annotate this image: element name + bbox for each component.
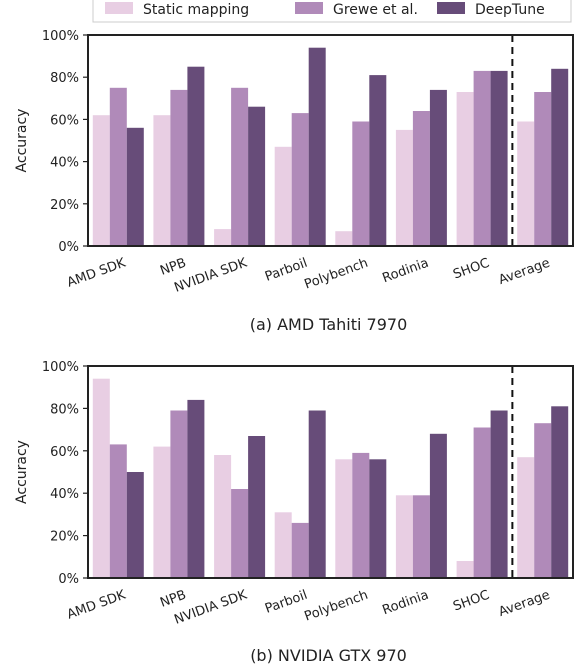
bar-polybench-s2 bbox=[369, 459, 387, 578]
bar-amd-sdk-s2 bbox=[126, 472, 144, 578]
legend: Static mapping Grewe et al. DeepTune bbox=[92, 0, 572, 23]
bar-shoc-s1 bbox=[473, 70, 491, 247]
bar-npb-s0 bbox=[153, 446, 171, 578]
bar-rodinia-s0 bbox=[395, 495, 413, 578]
x-tick-label: Rodinia bbox=[380, 588, 430, 619]
bar-npb-s1 bbox=[170, 410, 188, 578]
bar-shoc-s2 bbox=[490, 410, 508, 578]
bar-parboil-s1 bbox=[291, 113, 309, 246]
legend-label: Grewe et al. bbox=[333, 2, 418, 18]
y-axis-label: Accuracy bbox=[14, 440, 30, 504]
panel-caption: (a) AMD Tahiti 7970 bbox=[250, 315, 408, 334]
bar-rodinia-s0 bbox=[395, 129, 413, 246]
bar-npb-s1 bbox=[170, 89, 188, 247]
bar-average-s2 bbox=[551, 406, 569, 578]
y-tick-label: 40% bbox=[50, 487, 79, 502]
bar-nvidia-sdk-s0 bbox=[214, 229, 232, 246]
x-tick-label: Average bbox=[497, 256, 552, 288]
x-tick-label: SHOC bbox=[451, 588, 491, 615]
bar-rodinia-s1 bbox=[412, 495, 430, 578]
x-tick-label: SHOC bbox=[451, 256, 491, 283]
bar-average-s1 bbox=[534, 423, 552, 578]
legend-label: DeepTune bbox=[475, 2, 545, 18]
y-tick-label: 80% bbox=[50, 402, 79, 417]
y-tick-label: 80% bbox=[50, 71, 79, 86]
bar-polybench-s0 bbox=[335, 231, 353, 246]
y-tick-label: 20% bbox=[50, 198, 79, 213]
legend-label: Static mapping bbox=[143, 2, 249, 18]
x-tick-label: NPB bbox=[158, 588, 188, 611]
x-tick-label: Average bbox=[497, 588, 552, 620]
plot-frame bbox=[87, 365, 574, 579]
bar-parboil-s0 bbox=[274, 146, 292, 246]
bar-nvidia-sdk-s1 bbox=[231, 489, 249, 578]
x-tick-label: Polybench bbox=[303, 588, 371, 625]
bar-rodinia-s2 bbox=[429, 89, 447, 247]
y-tick-label: 100% bbox=[42, 360, 79, 375]
y-tick-label: 0% bbox=[58, 572, 79, 587]
bar-nvidia-sdk-s0 bbox=[214, 455, 232, 578]
bar-nvidia-sdk-s2 bbox=[248, 436, 266, 578]
y-tick-label: 60% bbox=[50, 113, 79, 128]
y-tick-label: 0% bbox=[58, 240, 79, 255]
x-tick-label: Polybench bbox=[303, 256, 371, 293]
bar-rodinia-s2 bbox=[429, 433, 447, 578]
legend-swatch bbox=[437, 2, 465, 14]
bar-shoc-s2 bbox=[490, 70, 508, 247]
bar-rodinia-s1 bbox=[412, 111, 430, 246]
y-tick-label: 60% bbox=[50, 445, 79, 460]
bar-amd-sdk-s0 bbox=[92, 378, 110, 578]
bar-average-s0 bbox=[517, 121, 535, 246]
bar-npb-s0 bbox=[153, 115, 171, 246]
plot-frame bbox=[87, 34, 574, 247]
bar-polybench-s1 bbox=[352, 121, 370, 246]
bar-npb-s2 bbox=[187, 399, 205, 578]
bar-parboil-s1 bbox=[291, 522, 309, 578]
x-tick-label: Rodinia bbox=[380, 256, 430, 287]
bar-nvidia-sdk-s2 bbox=[248, 106, 266, 246]
bar-amd-sdk-s2 bbox=[126, 127, 144, 246]
panel-caption: (b) NVIDIA GTX 970 bbox=[250, 646, 407, 665]
bar-average-s0 bbox=[517, 457, 535, 578]
bar-average-s2 bbox=[551, 68, 569, 246]
legend-swatch bbox=[105, 2, 133, 14]
bar-parboil-s2 bbox=[308, 410, 326, 578]
bar-parboil-s0 bbox=[274, 512, 292, 578]
y-tick-label: 20% bbox=[50, 530, 79, 545]
bar-average-s1 bbox=[534, 92, 552, 246]
bar-polybench-s2 bbox=[369, 75, 387, 246]
bar-polybench-s1 bbox=[352, 452, 370, 578]
bar-amd-sdk-s1 bbox=[109, 444, 127, 578]
y-tick-label: 100% bbox=[42, 29, 79, 44]
y-axis-label: Accuracy bbox=[14, 109, 30, 173]
x-tick-label: NPB bbox=[158, 256, 188, 279]
x-tick-label: AMD SDK bbox=[65, 256, 128, 291]
bar-parboil-s2 bbox=[308, 47, 326, 247]
bar-amd-sdk-s1 bbox=[109, 87, 127, 247]
bar-nvidia-sdk-s1 bbox=[231, 87, 249, 247]
legend-swatch bbox=[295, 2, 323, 14]
bar-shoc-s1 bbox=[473, 427, 491, 578]
y-tick-label: 40% bbox=[50, 156, 79, 171]
bar-shoc-s0 bbox=[456, 561, 474, 578]
x-tick-label: AMD SDK bbox=[65, 588, 128, 623]
bar-amd-sdk-s0 bbox=[92, 115, 110, 246]
bar-shoc-s0 bbox=[456, 92, 474, 246]
bar-npb-s2 bbox=[187, 66, 205, 246]
bar-polybench-s0 bbox=[335, 459, 353, 578]
